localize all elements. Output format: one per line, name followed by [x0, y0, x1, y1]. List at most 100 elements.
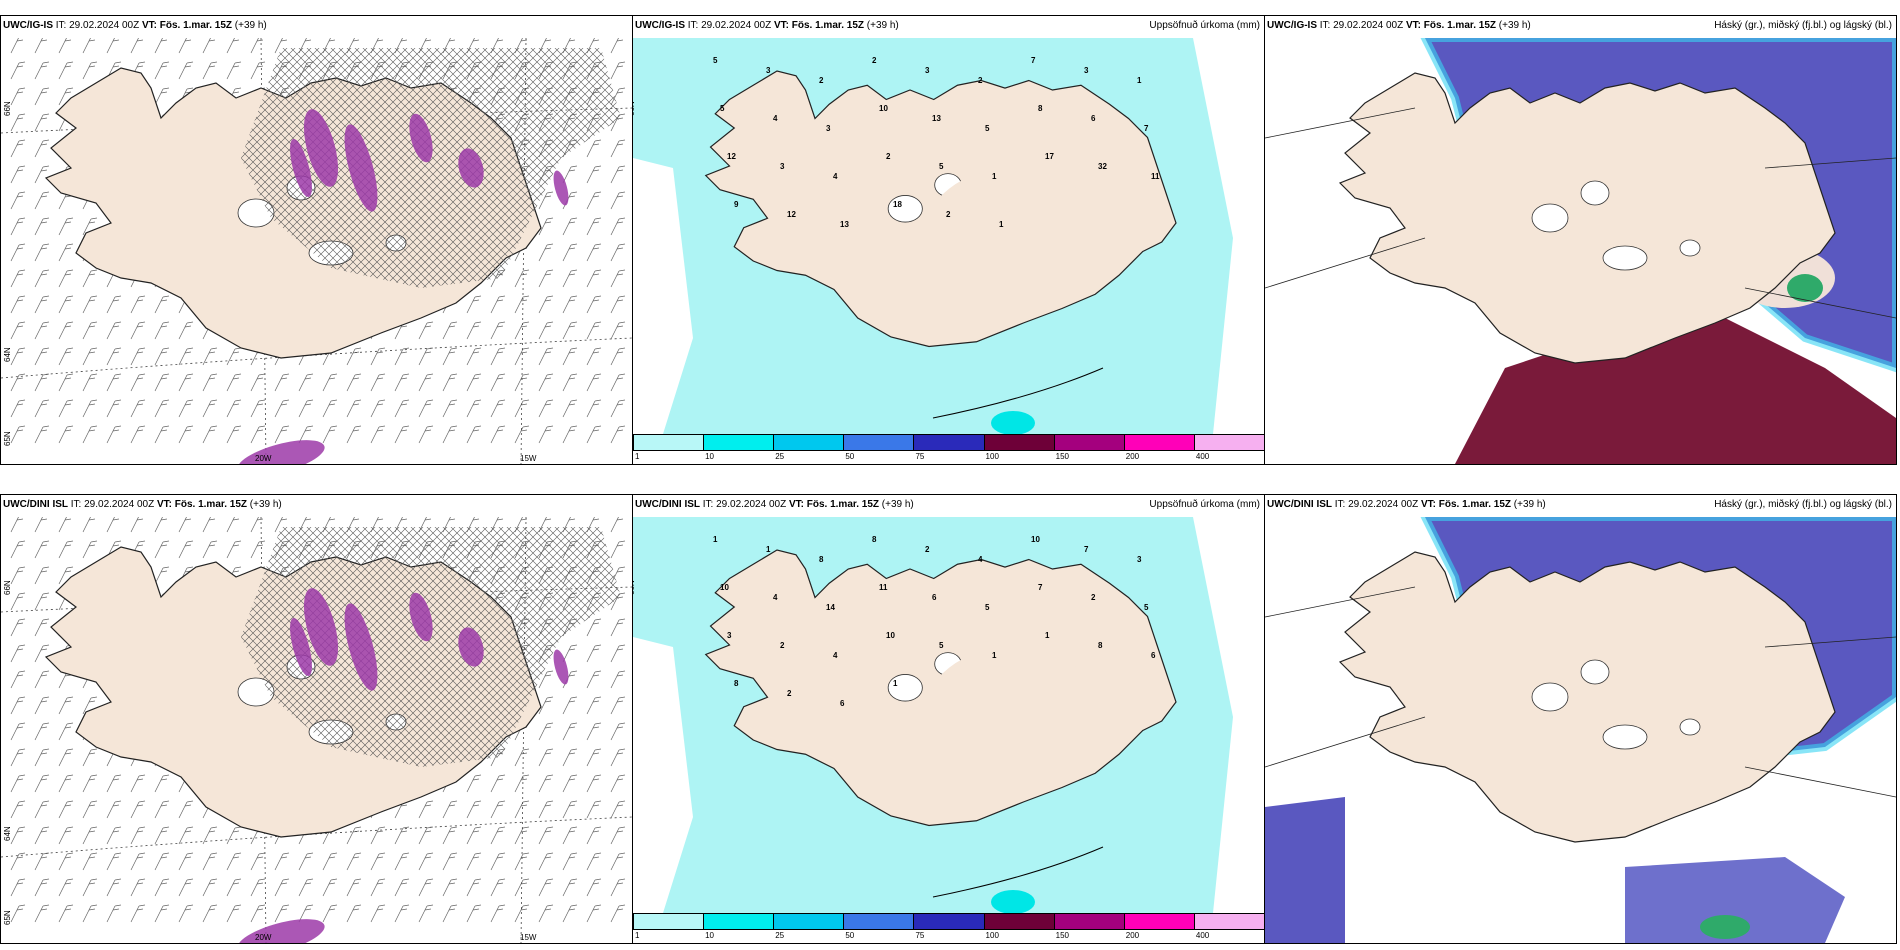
precip-value: 13 [840, 220, 849, 229]
colorbar-tick: 200 [1125, 931, 1140, 940]
precip-value: 7 [1038, 583, 1043, 592]
precip-value: 2 [872, 56, 877, 65]
colorbar-segment [773, 434, 845, 451]
precip-value: 8 [1038, 104, 1043, 113]
snow-area [344, 603, 378, 691]
precip-value: 12 [787, 210, 796, 219]
glacier [1580, 659, 1610, 685]
snow-area [303, 109, 339, 187]
colorbar-tick: 1 [635, 931, 640, 940]
panel-title: Uppsöfnuð úrkoma (mm) [1149, 20, 1260, 31]
colorbar-tick: 400 [1195, 452, 1210, 461]
precip-value: 8 [1098, 641, 1103, 650]
precip-values: 5322327315431013586712342511732119121318… [713, 56, 1160, 229]
dry-interior [923, 168, 1103, 308]
snow-area [409, 113, 433, 163]
colorbar-tick: 100 [985, 931, 999, 940]
colorbar-tick: 25 [775, 452, 785, 461]
low-cloud [1787, 274, 1823, 302]
colorbar-segment [983, 434, 1055, 451]
lat-label: 66N [632, 101, 636, 116]
glacier [887, 195, 923, 223]
colorbar-tick: 10 [705, 452, 715, 461]
precip-value: 7 [1144, 124, 1149, 133]
lat-label: 64N [3, 347, 12, 362]
colorbar-segment [773, 913, 845, 930]
precip-value: 4 [773, 593, 778, 602]
no-precip-area [1193, 38, 1264, 434]
glacier [1679, 718, 1701, 736]
lat-line [1, 337, 632, 379]
colorbar-tick: 75 [915, 452, 925, 461]
colorbar-tick: 50 [845, 931, 855, 940]
precip-value: 4 [978, 555, 983, 564]
snow-area [409, 592, 433, 642]
colorbar-tick: 200 [1125, 452, 1140, 461]
lon-label: 15W [520, 454, 537, 463]
lat-label: 65N [3, 910, 12, 925]
precip-value: 1 [1045, 631, 1050, 640]
dry-interior [923, 647, 1103, 787]
precip-value: 11 [1151, 172, 1160, 181]
panel-header: UWC/DINI ISL IT: 29.02.2024 00Z VT: Fös.… [635, 499, 914, 510]
heavy-precip [991, 890, 1035, 913]
snow-area [553, 170, 569, 206]
colorbar-segment [983, 913, 1055, 930]
glacier [1602, 724, 1648, 750]
precip-value: 14 [826, 603, 835, 612]
precip-value: 1 [766, 545, 771, 554]
lon-label: 20W [255, 454, 272, 463]
precip-value: 5 [1144, 603, 1149, 612]
precip-value: 1 [999, 220, 1004, 229]
precip-value: 5 [939, 162, 944, 171]
colorbar-segment [913, 434, 985, 451]
colorbar-segment [843, 913, 915, 930]
front-line [932, 846, 1104, 898]
snow-area [458, 148, 484, 188]
precip-value: 3 [780, 162, 785, 171]
precip-colorbar: 1 10 25 50 75 100 150 200 400 [633, 434, 1264, 464]
precip-value: 2 [780, 641, 785, 650]
colorbar-segment [1193, 913, 1264, 930]
iceland-land [1338, 551, 1836, 843]
snow-area [303, 588, 339, 666]
precip-value: 1 [1137, 76, 1142, 85]
colorbar-segment [1123, 913, 1195, 930]
colorbar-segment [913, 913, 985, 930]
cloud-panel-igis: UWC/IG-IS IT: 29.02.2024 00Z VT: Fös. 1.… [1264, 15, 1897, 465]
colorbar-segment [1053, 434, 1125, 451]
precip-value: 3 [1137, 555, 1142, 564]
precip-value: 5 [720, 104, 725, 113]
glacier [1531, 682, 1569, 712]
grid-line [1265, 716, 1426, 768]
colorbar-segment [633, 434, 705, 451]
panel-header: UWC/DINI ISL IT: 29.02.2024 00Z VT: Fös.… [1267, 499, 1546, 510]
precip-value: 11 [879, 583, 888, 592]
colorbar-tick: 150 [1055, 931, 1070, 940]
panel-title: Háský (gr.), miðský (fj.bl.) og lágský (… [1714, 499, 1892, 510]
colorbar-segment [1123, 434, 1195, 451]
panel-header: UWC/IG-IS IT: 29.02.2024 00Z VT: Fös. 1.… [635, 20, 899, 31]
precip-value: 1 [893, 679, 898, 688]
panel-title: Háský (gr.), miðský (fj.bl.) og lágský (… [1714, 20, 1892, 31]
snow-area [237, 440, 325, 464]
precip-value: 10 [720, 583, 729, 592]
lat-label: 64N [3, 826, 12, 841]
lat-label: 65N [3, 431, 12, 446]
precip-value: 3 [1084, 66, 1089, 75]
colorbar-tick: 75 [915, 931, 925, 940]
no-precip-area [1193, 517, 1264, 913]
cloud-map [1265, 38, 1896, 464]
precip-value: 8 [734, 679, 739, 688]
colorbar-segment [703, 434, 775, 451]
precip-value: 5 [985, 124, 990, 133]
precip-value: 2 [946, 210, 951, 219]
colorbar-segment [843, 434, 915, 451]
grid-line [1265, 237, 1426, 289]
precip-value: 8 [819, 555, 824, 564]
precip-value: 3 [826, 124, 831, 133]
precip-value: 5 [939, 641, 944, 650]
wind-panel-igis: UWC/IG-IS IT: 29.02.2024 00Z VT: Fös. 1.… [0, 15, 633, 465]
